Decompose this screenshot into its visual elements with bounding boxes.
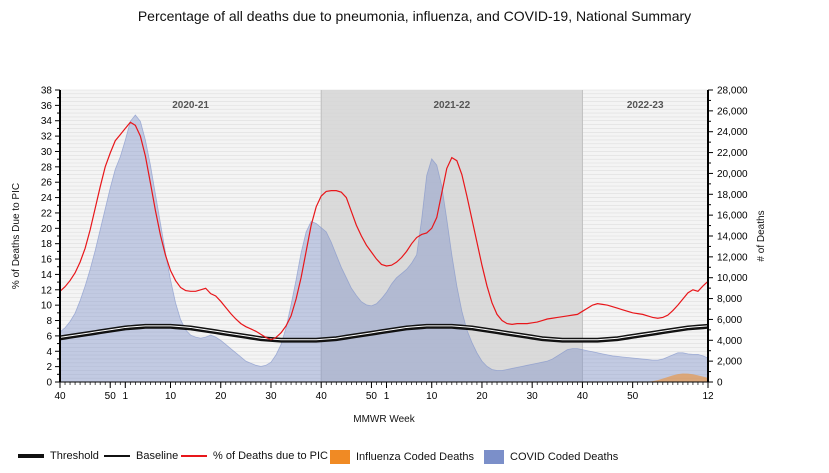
y-tick-label-right: 0 [717,378,723,389]
axis-labels: MMWR Week % of Deaths Due to PIC # of Deat… [11,183,767,425]
x-tick-label: 40 [316,391,328,402]
y-tick-label-left: 26 [41,178,53,189]
legend-swatch-box [330,450,350,464]
y-tick-label-left: 0 [46,378,52,389]
y-tick-label-left: 8 [46,316,52,327]
y-tick-label-right: 8,000 [717,294,742,305]
y-axis-title-right: # of Deaths [756,210,767,261]
legend-swatch-line [104,455,130,457]
legend: Threshold Baseline % of Deaths due to PIC I… [0,450,829,470]
x-axis-title: MMWR Week [353,414,415,425]
x-tick-label: 40 [54,391,66,402]
x-tick-label: 1 [123,391,129,402]
x-tick-label: 12 [702,391,714,402]
y-tick-label-right: 26,000 [717,106,748,117]
x-tick-label: 50 [627,391,639,402]
y-tick-label-right: 14,000 [717,232,748,243]
y-tick-label-right: 2,000 [717,357,742,368]
x-tick-label: 20 [215,391,227,402]
y-tick-label-left: 24 [41,193,53,204]
x-tick-label: 1 [384,391,390,402]
area-series [59,114,709,383]
y-axis-title-left: % of Deaths Due to PIC [11,183,22,289]
y-tick-label-right: 6,000 [717,315,742,326]
legend-swatch-box [484,450,504,464]
legend-label: COVID Coded Deaths [510,451,619,463]
series-baseline-line [59,327,709,343]
x-tick-label: 10 [426,391,438,402]
x-tick-label: 50 [366,391,378,402]
season-label: 2021-22 [433,100,470,111]
y-tick-label-left: 28 [41,162,53,173]
legend-label: Baseline [136,450,179,462]
y-tick-label-left: 2 [46,362,52,373]
legend-swatch-line [181,455,207,457]
x-tick-label: 20 [476,391,488,402]
y-tick-label-left: 10 [41,301,53,312]
y-tick-label-right: 22,000 [717,148,748,159]
legend-item: Influenza Coded Deaths [330,450,474,464]
legend-label: % of Deaths due to PIC [213,450,328,462]
x-tick-label: 30 [527,391,539,402]
y-tick-label-left: 36 [41,101,53,112]
axes: 0246810121416182022242628303234363802,00… [41,86,748,403]
legend-swatch-line [18,454,44,458]
y-tick-label-left: 32 [41,132,53,143]
y-tick-label-right: 20,000 [717,169,748,180]
y-tick-label-left: 16 [41,255,53,266]
y-tick-label-left: 38 [41,86,53,97]
legend-item: Threshold [18,450,99,462]
y-tick-label-left: 20 [41,224,53,235]
x-tick-label: 50 [105,391,117,402]
x-tick-label: 40 [577,391,589,402]
legend-item: Baseline [104,450,178,462]
y-tick-label-left: 14 [41,270,53,281]
chart-title: Percentage of all deaths due to pneumoni… [137,8,692,24]
y-tick-label-left: 18 [41,239,53,250]
legend-item: COVID Coded Deaths [484,450,618,464]
x-tick-label: 10 [165,391,177,402]
y-tick-label-right: 18,000 [717,190,748,201]
y-tick-label-right: 10,000 [717,273,748,284]
y-tick-label-left: 30 [41,147,53,158]
series-threshold-inner [59,325,709,341]
y-tick-label-right: 12,000 [717,252,748,263]
legend-label: Influenza Coded Deaths [356,451,475,463]
legend-item: % of Deaths due to PIC [181,450,328,462]
y-tick-label-left: 12 [41,285,53,296]
y-tick-label-left: 34 [41,116,53,127]
line-series [59,121,709,343]
series-pic-line [59,121,709,341]
y-tick-label-left: 6 [46,331,52,342]
y-tick-label-left: 22 [41,208,53,219]
y-tick-label-right: 24,000 [717,127,748,138]
x-tick-label: 30 [265,391,277,402]
season-label: 2020-21 [172,100,209,111]
chart-svg: 2020-21 2021-22 2022-23 024681012141618202… [11,86,767,426]
legend-label: Threshold [50,450,99,462]
season-label: 2022-23 [627,100,664,111]
y-tick-label-right: 16,000 [717,211,748,222]
y-tick-label-right: 28,000 [717,86,748,97]
y-tick-label-right: 4,000 [717,336,742,347]
y-tick-label-left: 4 [46,347,52,358]
series-covid-area [59,114,709,383]
